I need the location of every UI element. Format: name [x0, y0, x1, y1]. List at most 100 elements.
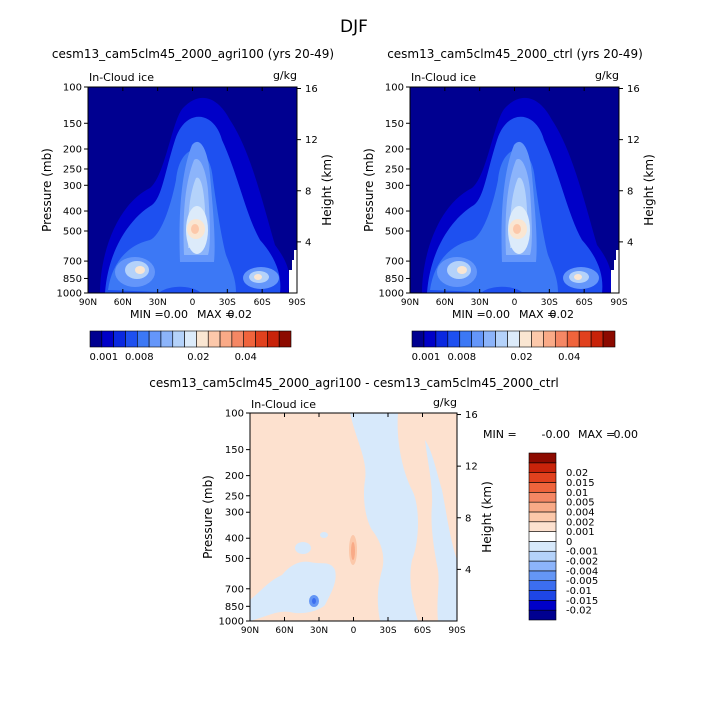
y-tick-label: 500 [225, 554, 244, 565]
variable-label: In-Cloud ice [251, 398, 316, 411]
x-tick-label: 30S [541, 298, 558, 308]
page-title: DJF [340, 17, 368, 37]
right-axis: 16 12 8 4 [619, 84, 640, 248]
x-tick-label: 60S [254, 298, 271, 308]
negative-region-upper [350, 413, 418, 621]
contour-field [250, 413, 457, 621]
right-tick-label: 4 [627, 237, 633, 248]
y-tick-label: 400 [225, 534, 244, 545]
y-tick-label: 100 [225, 409, 244, 420]
panel-title: cesm13_cam5clm45_2000_agri100 - cesm13_c… [149, 376, 558, 390]
max-value: 0.02 [228, 308, 253, 321]
variable-label-bg [411, 71, 481, 83]
min-value: -0.00 [542, 428, 570, 441]
colorbar: 0.001 0.008 0.02 0.04 [411, 330, 616, 363]
panel-agri100: cesm13_cam5clm45_2000_agri100 (yrs 20-49… [40, 47, 334, 363]
panel-ctrl: cesm13_cam5clm45_2000_ctrl (yrs 20-49) I… [362, 47, 656, 363]
colorbar-box [528, 491, 557, 503]
x-tick-label: 90S [448, 626, 465, 636]
colorbar-label: -0.005 [566, 576, 598, 587]
x-tick-label: 90N [401, 298, 419, 308]
max-label: MAX = [519, 308, 556, 321]
colorbar-box [566, 330, 580, 348]
colorbar-label: 0.001 [412, 352, 441, 363]
y-tick-label: 1000 [219, 617, 244, 628]
colorbar-box [528, 570, 557, 582]
right-tick-label: 4 [305, 237, 311, 248]
x-axis: 90N 60N 30N 0 30S 60S 90S [241, 413, 466, 636]
min-value: 0.00 [486, 308, 511, 321]
y-tick-label: 100 [63, 83, 82, 94]
y-axis: 100 150 200 250 300 400 500 700 850 1000 [57, 83, 88, 300]
colorbar-box [528, 580, 557, 591]
x-tick-label: 90N [241, 626, 259, 636]
colorbar-label: 0.01 [566, 488, 588, 499]
colorbar-box [519, 330, 532, 348]
y-tick-label: 150 [225, 445, 244, 456]
right-tick-label: 16 [305, 84, 318, 95]
y-tick-label: 500 [385, 226, 404, 237]
colorbar-box [531, 330, 544, 348]
max-label: MAX = [197, 308, 234, 321]
colorbar-box [101, 330, 114, 348]
colorbar-box [411, 330, 425, 348]
colorbar-box [423, 330, 437, 348]
y-tick-label: 850 [63, 274, 82, 285]
colorbar-box [528, 462, 557, 473]
variable-label-bg [89, 71, 159, 83]
colorbar-label: 0.04 [558, 352, 580, 363]
colorbar-label: 0.004 [566, 507, 595, 518]
colorbar-box [184, 330, 197, 348]
right-tick-label: 8 [465, 513, 471, 524]
colorbar: -0.02-0.015-0.01-0.005-0.004-0.002-0.001… [528, 452, 598, 621]
right-tick-label: 16 [627, 84, 640, 95]
right-tick-label: 8 [627, 186, 633, 197]
x-tick-label: 30N [471, 298, 489, 308]
colorbar-box [231, 330, 245, 348]
contour-field [100, 98, 297, 293]
colorbar-box [459, 330, 473, 348]
colorbar-box [207, 330, 221, 348]
panel-difference: cesm13_cam5clm45_2000_agri100 - cesm13_c… [149, 376, 638, 636]
colorbar-label: 0.008 [125, 352, 154, 363]
colorbar-box [528, 482, 557, 493]
colorbar-label: 0.02 [187, 352, 209, 363]
panel-title: cesm13_cam5clm45_2000_agri100 (yrs 20-49… [52, 47, 334, 61]
min-label: MIN = [452, 308, 486, 321]
colorbar-box [590, 330, 604, 348]
colorbar-label: 0.002 [566, 517, 595, 528]
colorbar-label: 0.005 [566, 498, 595, 509]
colorbar-box [267, 330, 280, 348]
right-axis-label: Height (km) [480, 481, 494, 552]
x-tick-label: 30N [149, 298, 167, 308]
right-tick-label: 8 [305, 186, 311, 197]
colorbar-box [219, 330, 233, 348]
colorbar-box [136, 330, 150, 348]
units-label: g/kg [273, 69, 297, 82]
positive-anomaly-core [351, 542, 355, 560]
colorbar-label: -0.004 [566, 566, 598, 577]
max-value: 0.00 [614, 428, 639, 441]
colorbar-label: 0.015 [566, 478, 595, 489]
colorbar-box [528, 550, 557, 562]
colorbar-box [528, 501, 557, 513]
x-tick-label: 90S [288, 298, 305, 308]
x-tick-label: 60N [114, 298, 132, 308]
x-tick-label: 90N [79, 298, 97, 308]
colorbar-box [243, 330, 256, 348]
right-axis-label: Height (km) [320, 154, 334, 225]
contour-field [422, 98, 619, 293]
x-tick-label: 0 [190, 298, 196, 308]
contour-level-9 [513, 224, 521, 234]
y-axis: 100 150 200 250 300 400 500 700 850 1000 [379, 83, 410, 300]
colorbar-label: -0.01 [566, 586, 592, 597]
northern-maximum-core [457, 266, 467, 274]
min-label: MIN = [483, 428, 517, 441]
y-tick-label: 700 [63, 257, 82, 268]
colorbar-box [528, 511, 557, 523]
variable-label: In-Cloud ice [411, 71, 476, 84]
colorbar-box [528, 560, 557, 572]
colorbar-box [435, 330, 449, 348]
colorbar-box [113, 330, 126, 348]
colorbar-box [578, 330, 592, 348]
